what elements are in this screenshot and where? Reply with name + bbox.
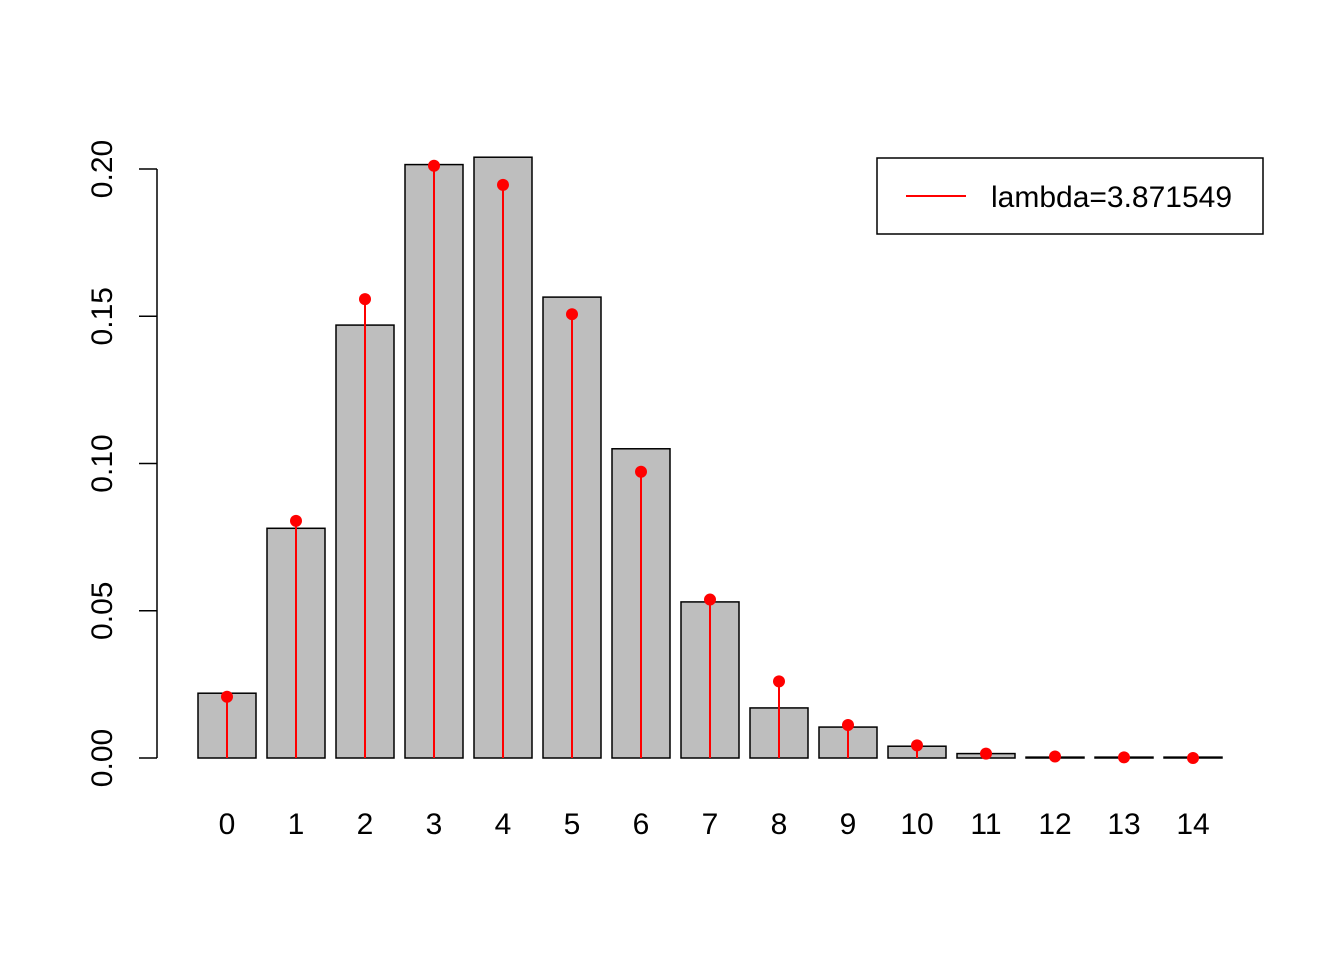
y-tick-label-3: 0.15 (86, 287, 119, 345)
point-7 (704, 593, 716, 606)
legend-label: lambda=3.871549 (991, 181, 1232, 214)
x-tick-label-5: 5 (564, 808, 581, 841)
x-tick-label-4: 4 (495, 808, 512, 841)
x-axis-labels: 0 1 2 3 4 5 6 7 8 9 10 11 12 13 14 (219, 808, 1210, 841)
x-tick-label-8: 8 (771, 808, 788, 841)
x-tick-label-14: 14 (1176, 808, 1209, 841)
point-11 (980, 747, 992, 760)
point-5 (566, 308, 578, 321)
point-12 (1049, 750, 1061, 763)
point-13 (1118, 751, 1130, 764)
y-tick-label-2: 0.10 (86, 434, 119, 492)
y-tick-label-0: 0.00 (86, 729, 119, 787)
point-3 (428, 159, 440, 172)
point-6 (635, 465, 647, 478)
x-tick-label-6: 6 (633, 808, 650, 841)
y-tick-label-1: 0.05 (86, 582, 119, 640)
x-tick-label-2: 2 (357, 808, 374, 841)
y-tick-label-4: 0.20 (86, 140, 119, 198)
x-tick-label-1: 1 (288, 808, 305, 841)
x-tick-label-12: 12 (1038, 808, 1071, 841)
x-tick-label-9: 9 (840, 808, 857, 841)
point-1 (290, 514, 302, 527)
legend: lambda=3.871549 (876, 157, 1264, 235)
stems-layer (221, 159, 1199, 764)
point-14 (1187, 752, 1199, 764)
point-10 (911, 739, 923, 752)
y-axis: 0.00 0.05 0.10 0.15 0.20 (86, 140, 158, 787)
point-2 (359, 293, 371, 306)
x-tick-label-0: 0 (219, 808, 236, 841)
x-tick-label-13: 13 (1107, 808, 1140, 841)
point-0 (221, 690, 233, 703)
x-tick-label-7: 7 (702, 808, 719, 841)
point-4 (497, 178, 509, 191)
x-tick-label-11: 11 (970, 808, 1001, 841)
x-tick-label-3: 3 (426, 808, 443, 841)
point-8 (773, 675, 785, 688)
point-9 (842, 719, 854, 732)
x-tick-label-10: 10 (900, 808, 933, 841)
